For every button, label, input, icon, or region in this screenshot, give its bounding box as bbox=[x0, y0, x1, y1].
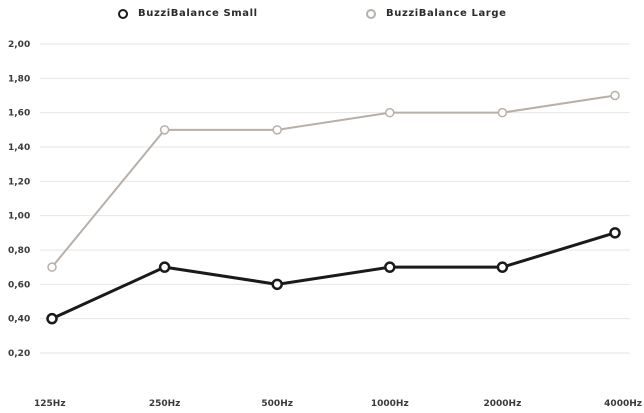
y-tick-label: 1,80 bbox=[8, 74, 30, 84]
data-point-large bbox=[385, 107, 395, 118]
x-tick-label: 125Hz bbox=[34, 399, 66, 409]
x-tick-label: 1000Hz bbox=[371, 399, 409, 409]
data-point-large bbox=[610, 90, 620, 101]
data-point-small bbox=[384, 261, 396, 273]
data-point-large bbox=[47, 262, 57, 272]
y-tick-label: 1,20 bbox=[8, 177, 30, 187]
legend-marker-large bbox=[366, 8, 376, 19]
y-tick-label: 1,00 bbox=[8, 212, 30, 222]
data-point-large bbox=[497, 107, 508, 118]
series-line-small bbox=[51, 231, 616, 321]
y-tick-label: 1,40 bbox=[8, 143, 30, 153]
legend-item-small: BuzziBalance Small bbox=[118, 8, 258, 19]
y-tick-label: 0,20 bbox=[8, 349, 30, 359]
legend-item-large: BuzziBalance Large bbox=[366, 8, 506, 19]
x-tick-label: 500Hz bbox=[261, 399, 293, 409]
y-tick-label: 2,00 bbox=[8, 40, 30, 50]
data-point-small bbox=[46, 312, 58, 325]
legend-label-large: BuzziBalance Large bbox=[386, 8, 507, 19]
legend: BuzziBalance Small BuzziBalance Large bbox=[0, 8, 644, 28]
series-line-large bbox=[51, 94, 616, 268]
legend-marker-small bbox=[118, 8, 128, 19]
y-tick-label: 0,40 bbox=[8, 315, 30, 325]
data-point-small bbox=[496, 261, 509, 273]
y-tick-label: 1,60 bbox=[8, 109, 30, 119]
y-tick-label: 0,80 bbox=[8, 246, 30, 256]
data-point-large bbox=[159, 125, 170, 135]
x-tick-label: 250Hz bbox=[149, 399, 181, 409]
data-point-large bbox=[272, 125, 282, 135]
data-point-small bbox=[271, 278, 283, 291]
legend-label-small: BuzziBalance Small bbox=[138, 8, 258, 19]
x-tick-label: 2000Hz bbox=[483, 399, 521, 409]
x-tick-label: 4000Hz bbox=[604, 399, 642, 409]
y-tick-label: 0,60 bbox=[8, 280, 30, 290]
data-point-small bbox=[609, 227, 621, 239]
data-point-small bbox=[158, 261, 171, 273]
